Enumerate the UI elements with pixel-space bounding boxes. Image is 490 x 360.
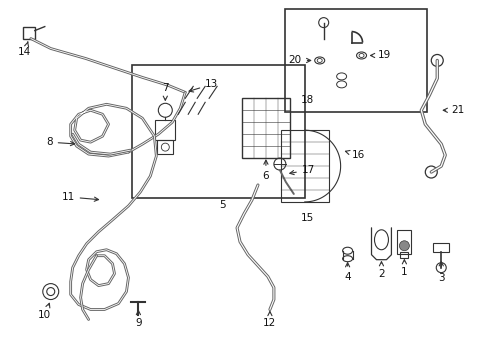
Circle shape: [399, 241, 409, 251]
Text: 21: 21: [443, 105, 465, 115]
Text: 12: 12: [263, 311, 276, 328]
Text: 16: 16: [345, 150, 365, 160]
Text: 6: 6: [263, 160, 269, 181]
Text: 5: 5: [219, 200, 225, 210]
Bar: [155, 120, 175, 140]
Text: 7: 7: [162, 84, 169, 100]
Text: 2: 2: [378, 262, 385, 279]
Text: 1: 1: [401, 260, 408, 276]
Bar: [242, 98, 290, 158]
Bar: [23, 27, 35, 39]
Text: 11: 11: [61, 192, 98, 202]
Text: 18: 18: [301, 95, 315, 105]
Text: 20: 20: [289, 55, 311, 66]
Bar: [433, 243, 449, 252]
Text: 8: 8: [46, 137, 74, 147]
Bar: [132, 66, 305, 198]
Bar: [285, 9, 427, 112]
Text: 3: 3: [438, 262, 444, 283]
Text: 9: 9: [135, 311, 142, 328]
Bar: [281, 130, 329, 202]
Bar: [397, 230, 412, 254]
Text: 19: 19: [370, 50, 391, 60]
Bar: [157, 140, 173, 154]
Bar: [400, 252, 408, 258]
Text: 14: 14: [18, 42, 31, 58]
Text: 4: 4: [344, 263, 351, 282]
Text: 10: 10: [38, 303, 51, 320]
Text: 15: 15: [301, 213, 315, 223]
Text: 13: 13: [189, 79, 219, 92]
Text: 17: 17: [290, 165, 315, 175]
